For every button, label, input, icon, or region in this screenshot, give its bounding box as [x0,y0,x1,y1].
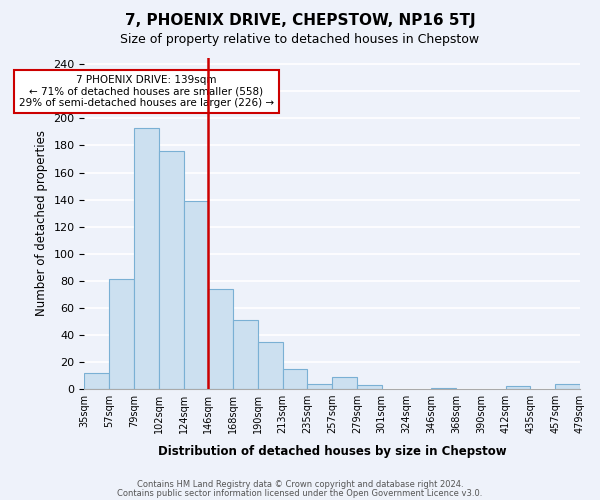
Bar [555,384,580,389]
Y-axis label: Number of detached properties: Number of detached properties [35,130,48,316]
X-axis label: Distribution of detached houses by size in Chepstow: Distribution of detached houses by size … [158,444,506,458]
Text: Contains HM Land Registry data © Crown copyright and database right 2024.: Contains HM Land Registry data © Crown c… [137,480,463,489]
Bar [307,384,332,389]
Text: 7, PHOENIX DRIVE, CHEPSTOW, NP16 5TJ: 7, PHOENIX DRIVE, CHEPSTOW, NP16 5TJ [125,12,475,28]
Bar [159,151,184,389]
Bar [506,386,530,389]
Text: Size of property relative to detached houses in Chepstow: Size of property relative to detached ho… [121,32,479,46]
Bar [184,201,208,389]
Bar [134,128,159,389]
Text: Contains public sector information licensed under the Open Government Licence v3: Contains public sector information licen… [118,488,482,498]
Bar [85,373,109,389]
Bar [233,320,258,389]
Bar [208,289,233,389]
Bar [109,280,134,389]
Text: 7 PHOENIX DRIVE: 139sqm
← 71% of detached houses are smaller (558)
29% of semi-d: 7 PHOENIX DRIVE: 139sqm ← 71% of detache… [19,75,274,108]
Bar [357,385,382,389]
Bar [258,342,283,389]
Bar [283,368,307,389]
Bar [431,388,456,389]
Bar [332,377,357,389]
